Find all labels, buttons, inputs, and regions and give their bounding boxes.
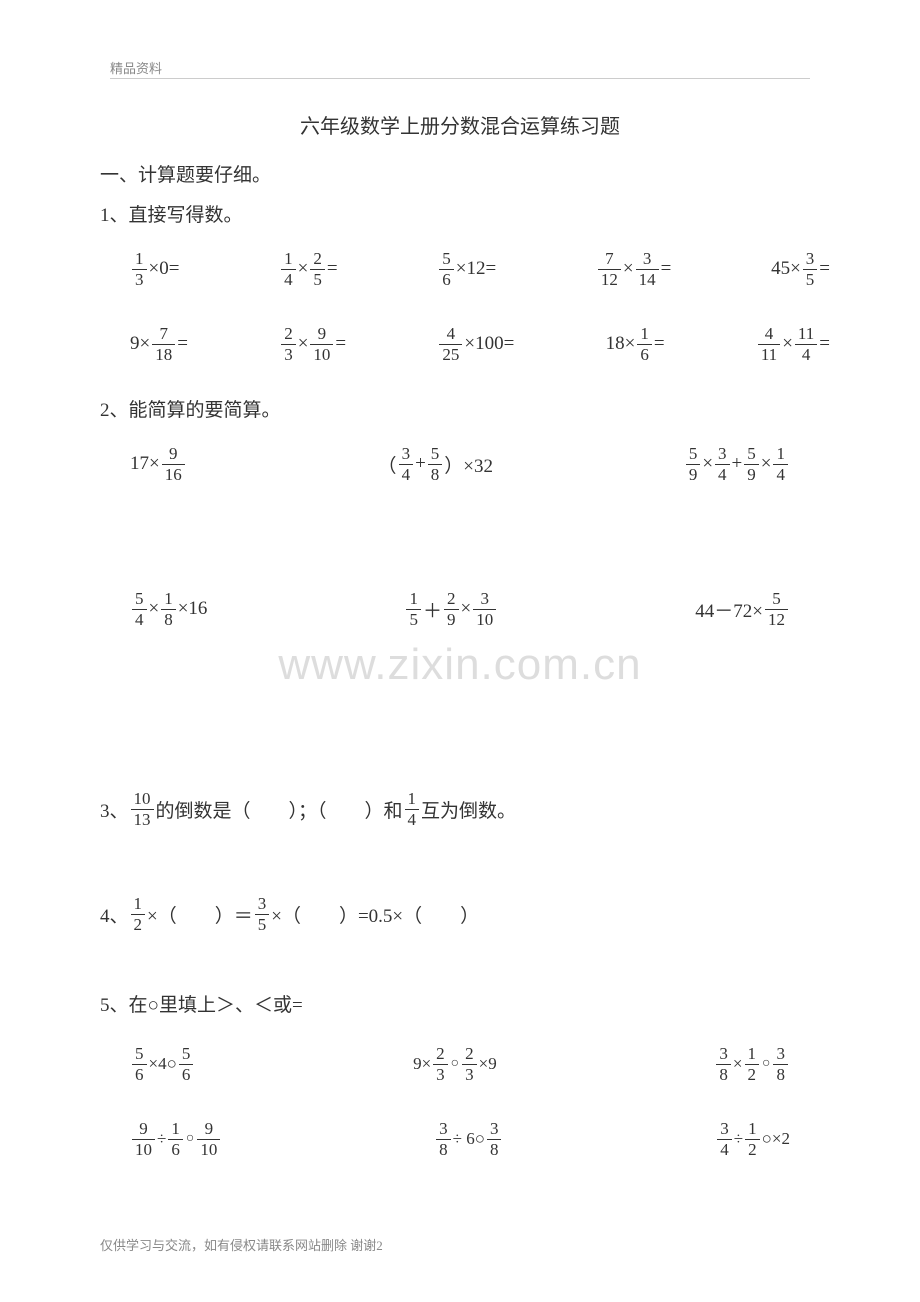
row-3: 17× 916 （ 34 + 58 ）×32 59 × 34 + 59 × 14 <box>130 445 790 484</box>
expr-5b: 9× 23 ○ 23 ×9 <box>413 1045 497 1084</box>
section-heading: 一、计算题要仔细。 <box>100 160 271 187</box>
expr-3a: 17× 916 <box>130 445 187 484</box>
expr-5c: 38 × 12 ○ 38 <box>714 1045 790 1084</box>
expr-1c: 56 ×12= <box>437 250 496 289</box>
row-1: 13 ×0= 14 × 25 = 56 ×12= 712 × 314 = 45×… <box>130 250 830 289</box>
expr-1a: 13 ×0= <box>130 250 179 289</box>
row-4: 54 × 18 ×16 15 ＋ 29 × 310 44－72× 512 <box>130 590 790 629</box>
page-title: 六年级数学上册分数混合运算练习题 <box>0 110 920 139</box>
expr-6a: 910 ÷ 16 ○ 910 <box>130 1120 222 1159</box>
expr-5a: 56 ×4○ 56 <box>130 1045 195 1084</box>
expr-1e: 45× 35 = <box>771 250 830 289</box>
expr-6b: 38 ÷ 6○ 38 <box>434 1120 503 1159</box>
expr-4b: 15 ＋ 29 × 310 <box>404 590 498 629</box>
row-5: 56 ×4○ 56 9× 23 ○ 23 ×9 38 × 12 ○ 38 <box>130 1045 790 1084</box>
expr-1d: 712 × 314 = <box>596 250 671 289</box>
expr-6c: 34 ÷ 12 ○×2 <box>715 1120 790 1159</box>
expr-2d: 18× 16 = <box>606 325 665 364</box>
expr-2a: 9× 718 = <box>130 325 188 364</box>
expr-2c: 425 ×100= <box>437 325 514 364</box>
expr-1b: 14 × 25 = <box>279 250 337 289</box>
question-5-label: 5、在○里填上＞、＜或= <box>100 990 303 1017</box>
header-underline <box>110 78 810 79</box>
question-3: 3、 1013 的倒数是（ ）；（ ）和 14 互为倒数。 <box>100 790 516 829</box>
watermark: www.zixin.com.cn <box>0 640 920 690</box>
expr-4c: 44－72× 512 <box>695 590 790 629</box>
expr-2b: 23 × 910 = <box>279 325 346 364</box>
expr-3b: （ 34 + 58 ）×32 <box>378 445 493 484</box>
expr-4a: 54 × 18 ×16 <box>130 590 207 629</box>
question-2-label: 2、能简算的要简算。 <box>100 395 281 422</box>
row-6: 910 ÷ 16 ○ 910 38 ÷ 6○ 38 34 ÷ 12 ○×2 <box>130 1120 790 1159</box>
row-2: 9× 718 = 23 × 910 = 425 ×100= 18× 16 = 4… <box>130 325 830 364</box>
header-label: 精品资料 <box>110 58 162 77</box>
question-4: 4、 12 ×（ ）＝ 35 ×（ ）=0.5×（ ） <box>100 895 479 934</box>
expr-2e: 411 × 114 = <box>756 325 830 364</box>
footer-text: 仅供学习与交流，如有侵权请联系网站删除 谢谢2 <box>100 1235 383 1254</box>
expr-3c: 59 × 34 + 59 × 14 <box>684 445 790 484</box>
question-1-label: 1、直接写得数。 <box>100 200 243 227</box>
